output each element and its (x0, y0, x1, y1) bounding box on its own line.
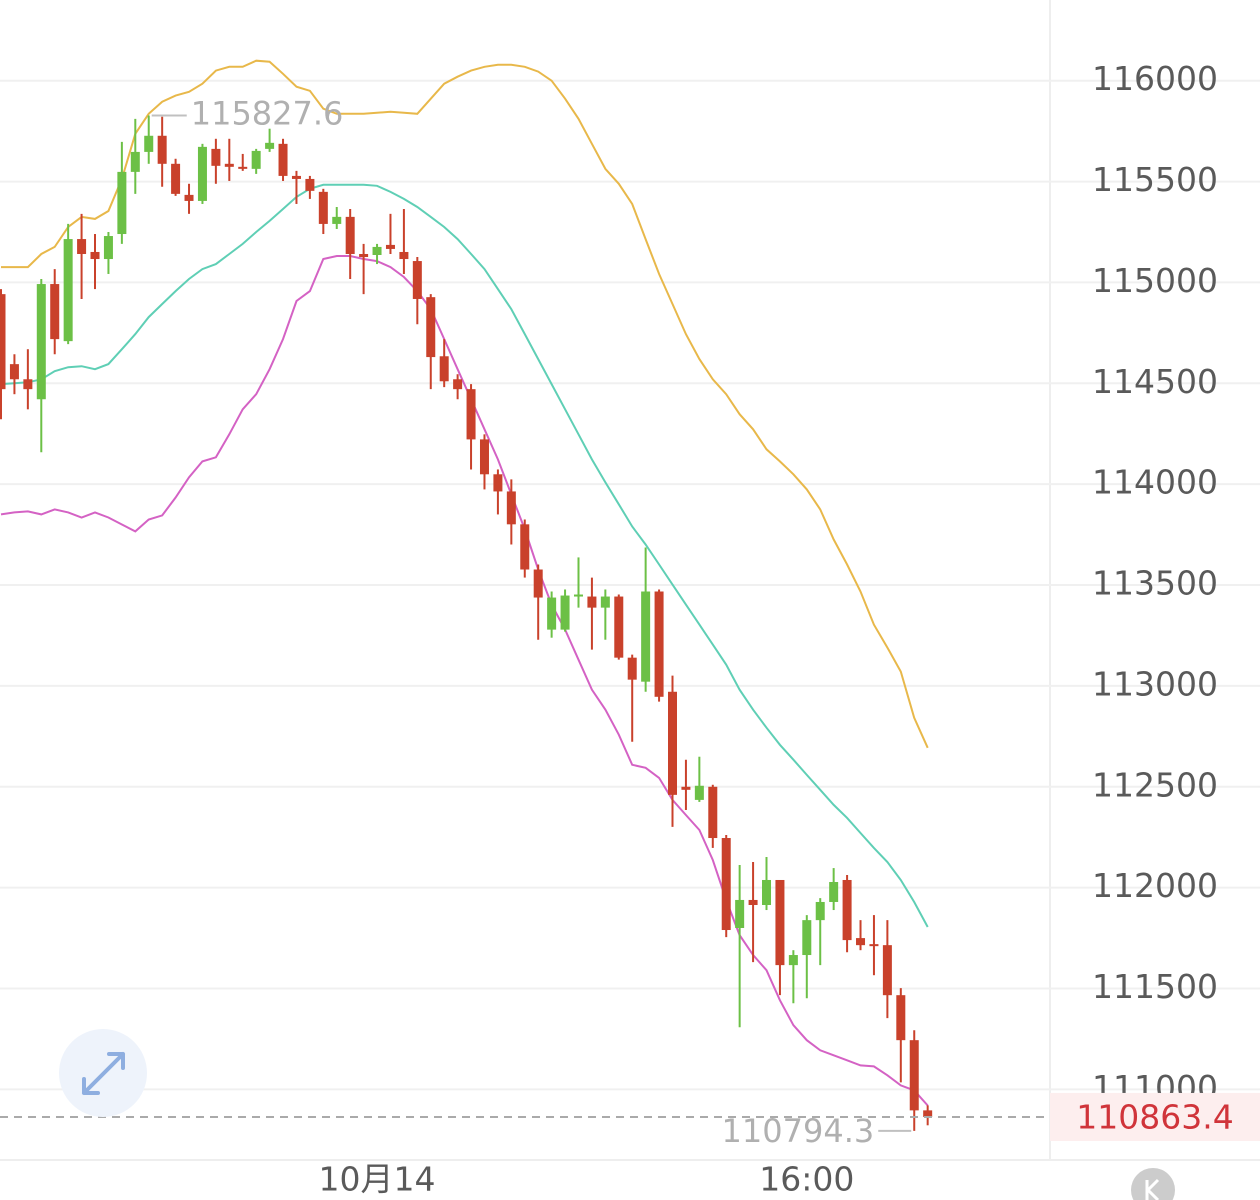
y-tick-label: 116000 (1092, 59, 1218, 98)
candle-body (909, 1040, 919, 1111)
candle-body (896, 995, 906, 1041)
candle-body (775, 879, 785, 966)
k-icon (1145, 1178, 1160, 1200)
candle-body (77, 239, 87, 254)
candle-body (412, 261, 422, 299)
candle-body (197, 146, 207, 201)
candle-body (547, 597, 557, 630)
candle-body (291, 175, 301, 179)
band-line (0, 255, 929, 1107)
candle-body (815, 901, 825, 921)
candle-body (788, 955, 798, 966)
y-tick-label: 114500 (1092, 362, 1218, 401)
candle-body (332, 216, 342, 224)
candle-body (318, 191, 328, 224)
candle-body (654, 591, 664, 697)
candle-body (171, 163, 181, 194)
candle-body (211, 148, 221, 166)
y-tick-label: 113500 (1092, 564, 1218, 603)
last-price-label: 110863.4 (1076, 1097, 1233, 1136)
candle-body (560, 595, 570, 630)
candle-body (721, 838, 731, 931)
candle-body (856, 938, 866, 946)
candle-body (238, 166, 248, 169)
y-tick-label: 113000 (1092, 664, 1218, 703)
candle-body (573, 594, 583, 597)
y-tick-label: 111500 (1092, 967, 1218, 1006)
k-button[interactable] (1131, 1168, 1175, 1200)
candles (0, 115, 933, 1131)
band-line (1, 59, 929, 749)
candle-body (533, 569, 543, 598)
candle-body (144, 135, 154, 152)
candle-body (372, 246, 382, 255)
candle-body (90, 251, 100, 260)
candle-body (345, 216, 355, 254)
candle-body (614, 596, 624, 658)
candle-body (0, 294, 6, 390)
candle-body (668, 691, 677, 795)
candle-body (748, 899, 758, 906)
candle-body (506, 491, 516, 525)
candle-body (157, 135, 167, 164)
candle-body (224, 163, 234, 167)
candle-body (708, 786, 718, 839)
last-price-box (1050, 1092, 1260, 1141)
candle-body (600, 596, 610, 608)
expand-icon (82, 1052, 125, 1095)
candle-body (278, 143, 288, 176)
x-tick-label: 16:00 (759, 1160, 854, 1199)
grid (0, 79, 1260, 1091)
candle-body (587, 596, 597, 608)
candle-body (399, 251, 409, 260)
candle-body (842, 879, 852, 941)
labels: 1110001115001120001125001130001135001140… (0, 59, 1260, 1199)
candle-body (829, 882, 839, 902)
candle-body (923, 1110, 933, 1117)
candle-body (63, 239, 73, 342)
x-tick-label: 10月14 (319, 1160, 436, 1199)
expand-button[interactable] (59, 1029, 147, 1117)
candle-body (439, 356, 449, 382)
candle-body (641, 591, 651, 682)
candle-body (426, 297, 436, 358)
candle-body (869, 944, 879, 947)
candle-body (681, 786, 691, 790)
candle-body (453, 379, 463, 390)
candle-body (130, 151, 140, 172)
candle-body (9, 364, 19, 380)
candle-body (36, 284, 46, 400)
candle-body (103, 236, 113, 260)
candle-body (265, 142, 275, 149)
candle-body (627, 657, 637, 680)
y-tick-label: 114000 (1092, 463, 1218, 502)
candle-body (882, 945, 892, 996)
band-line (0, 183, 929, 928)
candle-body (520, 524, 530, 570)
candle-body (385, 244, 395, 249)
candle-body (117, 171, 127, 235)
candle-body (184, 194, 194, 201)
candle-body (802, 920, 812, 956)
y-tick-label: 112000 (1092, 866, 1218, 905)
max-label: 115827.6 (191, 94, 344, 132)
candle-body (23, 379, 33, 390)
y-tick-label: 115000 (1092, 261, 1218, 300)
candle-body (305, 178, 315, 191)
candle-body (50, 284, 60, 340)
candle-body (493, 474, 503, 492)
candle-body (466, 389, 476, 440)
bands (0, 59, 929, 1107)
candle-body (359, 253, 369, 258)
candle-body (251, 150, 261, 169)
candle-body (735, 899, 745, 928)
candle-body (479, 439, 489, 475)
min-label: 110794.3 (722, 1112, 875, 1150)
candle-body (694, 785, 704, 800)
y-tick-label: 115500 (1092, 160, 1218, 199)
y-tick-label: 112500 (1092, 765, 1218, 804)
candle-body (762, 879, 772, 906)
